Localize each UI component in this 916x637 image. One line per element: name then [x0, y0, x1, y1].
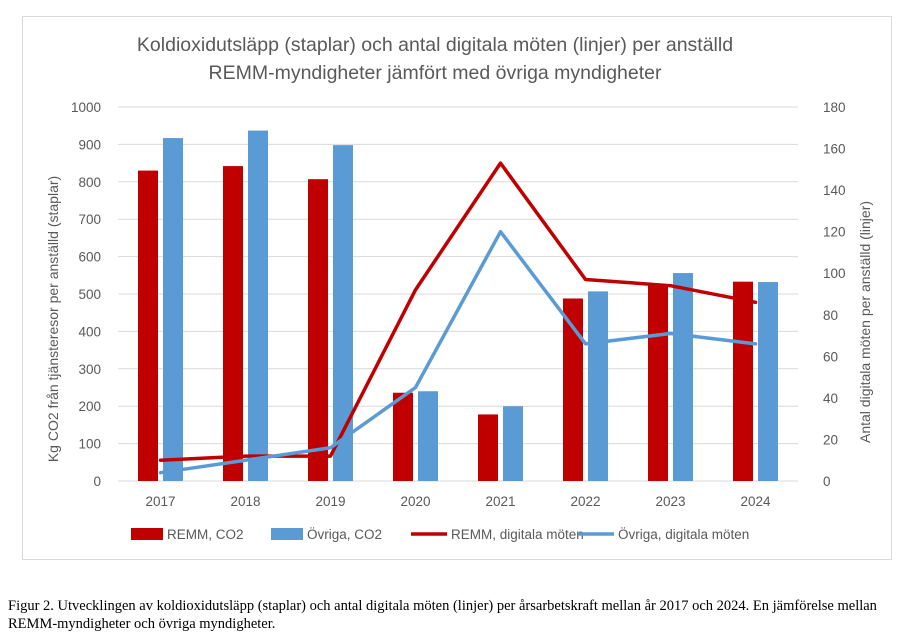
y2-tick-label: 40 — [823, 391, 838, 406]
legend-label: Övriga, digitala möten — [618, 527, 749, 542]
y-tick-label: 1000 — [71, 100, 101, 115]
bar--vriga-co2-2020 — [418, 391, 438, 481]
bar-remm-co2-2019 — [308, 179, 328, 481]
y2-tick-label: 120 — [823, 225, 846, 240]
line-remm-digitala-m-ten — [158, 161, 758, 462]
y-tick-label: 0 — [93, 474, 101, 489]
bar-remm-co2-2018 — [223, 166, 243, 482]
legend-label: REMM, CO2 — [167, 527, 244, 542]
y2-tick-label: 100 — [823, 266, 846, 281]
chart-title: Koldioxidutsläpp (staplar) och antal dig… — [137, 34, 733, 56]
y-tick-label: 600 — [78, 250, 101, 265]
bar-series-group — [138, 130, 778, 482]
y-tick-label: 800 — [78, 175, 101, 190]
bar-remm-co2-2023 — [648, 284, 668, 481]
bar-remm-co2-2021 — [478, 414, 498, 481]
legend-swatch — [271, 528, 303, 540]
y2-tick-label: 160 — [823, 142, 846, 157]
x-tick-label: 2018 — [230, 494, 260, 509]
y2-tick-label: 60 — [823, 349, 838, 364]
bar--vriga-co2-2017 — [163, 138, 183, 481]
y-tick-label: 500 — [78, 287, 101, 302]
chart-frame: 0 100 200 300 400 500 600 700 800 900 1000 0 20 40 60 8… — [22, 16, 892, 560]
bar-remm-co2-2017 — [138, 170, 158, 481]
line-series-group — [158, 161, 758, 475]
axes: 0 100 200 300 400 500 600 700 800 900 1000 0 20 40 60 8… — [71, 100, 846, 509]
figure-caption: Figur 2. Utvecklingen av koldioxidutsläp… — [8, 598, 877, 632]
bar--vriga-co2-2022 — [588, 291, 608, 481]
bar--vriga-co2-2024 — [758, 282, 778, 481]
bar-remm-co2-2022 — [563, 298, 583, 481]
y-tick-label: 100 — [78, 437, 101, 452]
y-tick-label: 700 — [78, 212, 101, 227]
legend-swatch — [131, 528, 163, 540]
bar--vriga-co2-2018 — [248, 130, 268, 481]
y2-tick-label: 0 — [823, 474, 831, 489]
legend-label: Övriga, CO2 — [307, 527, 382, 542]
y-tick-label: 900 — [78, 137, 101, 152]
x-tick-label: 2023 — [655, 494, 685, 509]
y-tick-label: 400 — [78, 324, 101, 339]
x-tick-label: 2022 — [570, 494, 600, 509]
x-tick-label: 2017 — [145, 494, 175, 509]
bar--vriga-co2-2023 — [673, 273, 693, 481]
line--vriga-digitala-m-ten — [158, 229, 758, 475]
y2-tick-label: 20 — [823, 432, 838, 447]
bar-remm-co2-2020 — [393, 392, 413, 481]
y2-axis-label: Antal digitala möten per anställd (linje… — [857, 201, 873, 443]
y2-tick-label: 140 — [823, 183, 846, 198]
legend: REMM, CO2 Övriga, CO2 REMM, digitala möten… — [131, 527, 749, 542]
y-tick-label: 200 — [78, 399, 101, 414]
bar-remm-co2-2024 — [733, 281, 753, 481]
bar--vriga-co2-2021 — [503, 406, 523, 481]
chart-subtitle: REMM-myndigheter jämfört med övriga mynd… — [209, 62, 663, 84]
y2-tick-label: 180 — [823, 100, 846, 115]
combo-chart: 0 100 200 300 400 500 600 700 800 900 1000 0 20 40 60 8… — [45, 34, 873, 542]
x-tick-label: 2024 — [740, 494, 771, 509]
x-tick-label: 2021 — [485, 494, 515, 509]
x-tick-label: 2020 — [400, 494, 430, 509]
y-axis-label: Kg CO2 från tjänsteresor per anställd (s… — [45, 176, 61, 462]
y-tick-label: 300 — [78, 362, 101, 377]
legend-label: REMM, digitala möten — [451, 527, 584, 542]
x-tick-label: 2019 — [315, 494, 345, 509]
bar--vriga-co2-2019 — [333, 145, 353, 481]
y2-tick-label: 80 — [823, 308, 838, 323]
gridlines — [118, 106, 798, 482]
